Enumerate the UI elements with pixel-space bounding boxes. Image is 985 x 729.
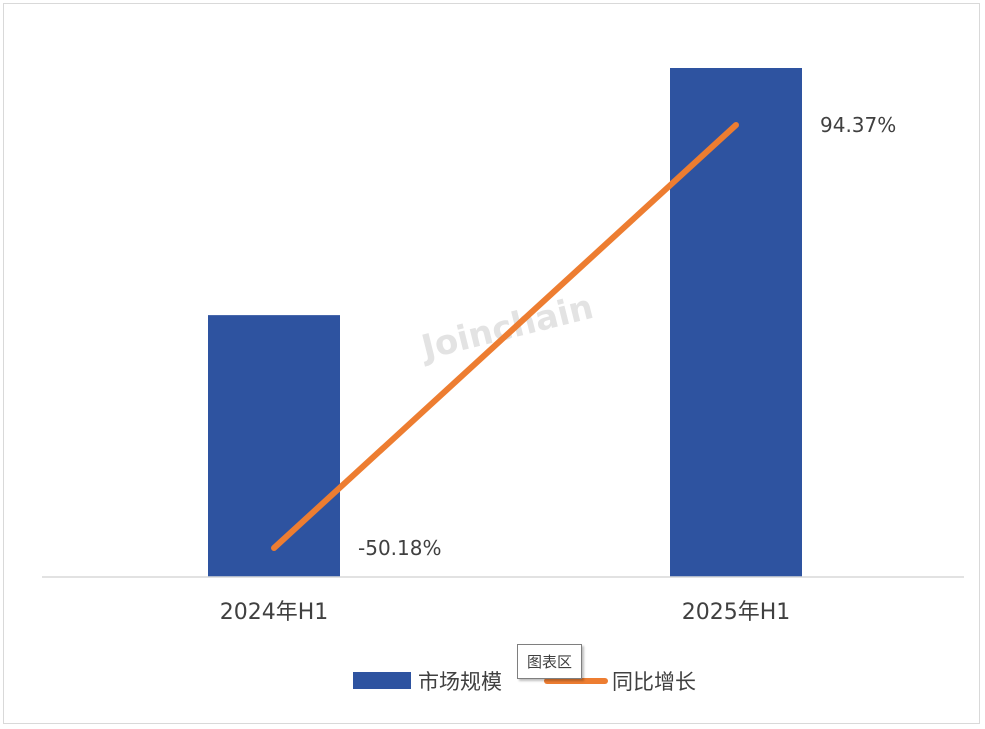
chart-area: Joinchain 2024年H1 2025年H1 -50.18% 94.37% 市… xyxy=(3,3,980,724)
watermark-text: Joinchain xyxy=(416,287,597,369)
bars-group xyxy=(208,68,802,577)
chart-area-tooltip: 图表区 xyxy=(517,644,583,679)
growth-data-labels: -50.18% 94.37% xyxy=(358,113,896,560)
x-tick-label: 2024年H1 xyxy=(220,600,329,625)
growth-data-label: 94.37% xyxy=(820,113,896,137)
bar-2 xyxy=(670,68,802,577)
growth-series-line xyxy=(271,122,739,551)
chart-svg: Joinchain 2024年H1 2025年H1 -50.18% 94.37% 市… xyxy=(42,68,964,694)
legend-label-growth: 同比增长 xyxy=(612,670,696,694)
x-tick-labels: 2024年H1 2025年H1 xyxy=(220,600,791,625)
legend-swatch-market-size xyxy=(353,672,411,689)
x-tick-label: 2025年H1 xyxy=(682,600,791,625)
growth-data-label: -50.18% xyxy=(358,536,441,560)
legend: 市场规模 同比增长 xyxy=(353,670,696,694)
bar-1 xyxy=(208,315,340,577)
legend-label-market-size: 市场规模 xyxy=(418,670,502,694)
